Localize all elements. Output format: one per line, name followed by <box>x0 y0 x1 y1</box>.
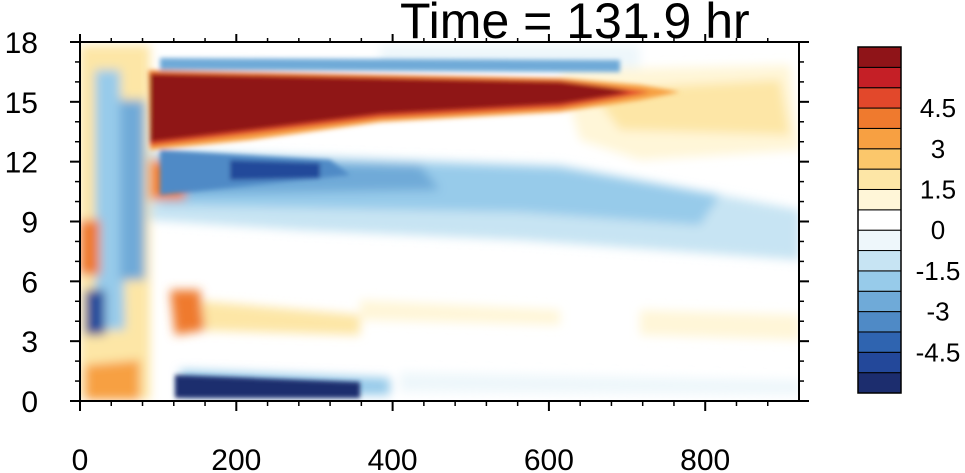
colorbar-swatch <box>857 66 902 89</box>
colorbar-swatch <box>857 188 902 211</box>
colorbar-frame <box>857 46 902 394</box>
lower-positive-band <box>190 300 360 335</box>
x-tick-label: 400 <box>368 444 418 473</box>
jet-core <box>150 74 630 142</box>
left-noisy-negative <box>85 290 105 335</box>
colorbar-swatch <box>857 270 902 292</box>
left-noisy-positive <box>85 360 140 400</box>
colorbar-label: 4.5 <box>920 93 956 123</box>
colorbar-swatch <box>857 127 902 150</box>
contour-field <box>80 45 799 400</box>
plot-area <box>80 42 799 401</box>
upper-negative-sliver <box>160 58 620 72</box>
colorbar-label: -3 <box>926 297 949 327</box>
y-axis: 0 3 6 9 12 15 18 <box>5 27 809 419</box>
negative-core <box>230 160 320 180</box>
colorbar-swatch <box>857 351 902 374</box>
colorbar-swatch <box>857 107 902 129</box>
x-axis: 0 200 400 600 800 <box>72 34 769 473</box>
colorbar-swatch <box>857 372 902 394</box>
y-tick-label: 9 <box>21 207 38 240</box>
y-tick-label: 12 <box>5 147 38 180</box>
y-tick-label: 15 <box>5 87 38 120</box>
colorbar-swatch <box>857 168 902 190</box>
colorbar-swatch <box>857 229 902 252</box>
x-tick-label: 200 <box>211 444 261 473</box>
left-noisy-negative <box>120 100 145 280</box>
lower-positive-band <box>360 300 560 325</box>
colorbar: -4.5 -3 -1.5 0 1.5 3 4.5 <box>857 46 961 394</box>
colorbar-label: 3 <box>931 134 945 164</box>
colorbar-swatch <box>857 209 902 231</box>
y-tick-label: 0 <box>21 386 38 419</box>
left-noisy-positive <box>80 220 100 275</box>
y-tick-label: 6 <box>21 266 38 299</box>
colorbar-swatch <box>857 148 902 170</box>
colorbar-swatch <box>857 250 902 272</box>
chart-title: Time = 131.9 hr <box>400 0 750 49</box>
x-tick-label: 0 <box>72 444 89 473</box>
lower-positive-band <box>640 310 799 340</box>
colorbar-swatch <box>857 46 902 68</box>
colorbar-swatch <box>857 311 902 333</box>
colorbar-swatch <box>857 87 902 109</box>
y-tick-label: 3 <box>21 326 38 359</box>
y-tick-label: 18 <box>5 27 38 60</box>
left-noisy-negative <box>95 70 125 330</box>
lower-negative-core <box>175 375 360 398</box>
x-tick-label: 800 <box>680 444 730 473</box>
colorbar-label: -1.5 <box>916 256 961 286</box>
colorbar-label: 0 <box>931 215 945 245</box>
colorbar-swatch <box>857 290 902 313</box>
left-noisy-positive <box>170 290 205 335</box>
x-tick-label: 600 <box>524 444 574 473</box>
colorbar-swatch <box>857 331 902 353</box>
lower-negative-band <box>400 372 799 395</box>
colorbar-label: -4.5 <box>916 337 961 367</box>
colorbar-label: 1.5 <box>920 174 956 204</box>
